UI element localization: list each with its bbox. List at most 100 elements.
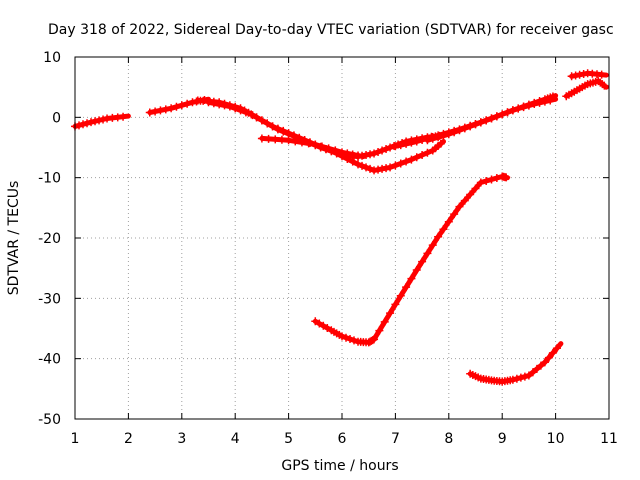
data-point — [418, 151, 427, 160]
data-point — [476, 178, 485, 187]
data-point — [436, 139, 445, 148]
data-point — [460, 124, 469, 133]
data-point — [99, 115, 108, 124]
data-point — [289, 131, 298, 140]
data-point — [423, 148, 432, 157]
y-tick-label: -50 — [38, 412, 61, 428]
data-point — [423, 136, 432, 145]
data-point — [579, 70, 588, 79]
data-point — [423, 249, 432, 258]
data-point — [412, 265, 421, 274]
data-point — [172, 102, 181, 111]
data-point — [252, 113, 261, 122]
x-tick-label: 3 — [177, 431, 186, 447]
data-point — [444, 130, 453, 139]
data-point — [167, 104, 176, 113]
data-point — [516, 373, 525, 382]
data-point — [378, 164, 387, 173]
data-point — [460, 196, 469, 205]
data-point — [220, 101, 229, 110]
data-point — [519, 103, 528, 112]
data-point — [348, 150, 357, 159]
data-point — [370, 149, 379, 158]
data-point — [482, 116, 491, 125]
data-point — [284, 136, 293, 145]
data-point — [257, 134, 266, 143]
data-point — [444, 217, 453, 226]
data-point — [317, 142, 326, 151]
data-point — [83, 119, 92, 128]
x-tick-label: 7 — [391, 431, 400, 447]
data-point — [263, 119, 272, 128]
data-point — [391, 142, 400, 151]
data-point — [402, 139, 411, 148]
data-point — [407, 155, 416, 164]
data-point — [386, 163, 395, 172]
data-point — [323, 324, 332, 333]
data-point — [343, 149, 352, 158]
data-point — [279, 126, 288, 135]
data-point — [524, 371, 533, 380]
data-point — [324, 144, 333, 153]
data-point — [257, 116, 266, 125]
data-point — [354, 160, 363, 169]
data-point — [548, 348, 557, 357]
data-point — [188, 98, 197, 107]
data-point — [386, 143, 395, 152]
data-point — [297, 138, 306, 147]
data-point — [75, 121, 84, 130]
data-point — [241, 108, 250, 117]
data-point — [264, 134, 273, 143]
data-point — [87, 118, 96, 127]
data-point — [498, 110, 507, 119]
data-point — [319, 321, 328, 330]
data-point — [209, 99, 218, 108]
data-point — [145, 108, 154, 117]
chart-title: Day 318 of 2022, Sidereal Day-to-day VTE… — [48, 22, 614, 38]
data-point — [407, 138, 416, 147]
data-point — [362, 163, 371, 172]
data-point — [370, 335, 379, 344]
data-point — [358, 161, 367, 170]
x-axis-label: GPS time / hours — [281, 458, 398, 474]
x-tick-label: 6 — [338, 431, 347, 447]
data-point — [380, 317, 389, 326]
data-point — [370, 166, 379, 175]
data-point — [482, 176, 491, 185]
data-point — [161, 105, 170, 114]
data-point — [528, 368, 537, 377]
data-point — [512, 374, 521, 383]
data-point — [450, 210, 459, 219]
data-point — [350, 336, 359, 345]
data-point — [119, 112, 128, 121]
y-tick-label: -40 — [38, 352, 61, 368]
data-point — [311, 317, 320, 326]
data-point — [508, 375, 517, 384]
data-point — [450, 128, 459, 137]
data-point — [502, 173, 511, 182]
data-point — [284, 129, 293, 138]
data-point — [348, 157, 357, 166]
data-point — [273, 124, 282, 133]
data-point — [520, 372, 529, 381]
data-point — [597, 70, 606, 79]
data-point — [382, 145, 391, 154]
data-point — [338, 148, 346, 157]
y-tick-label: 0 — [52, 110, 61, 126]
data-point — [247, 110, 256, 119]
data-point — [466, 190, 475, 199]
y-axis-ticks: -50 -40 -30 -20 -10 0 10 — [38, 50, 609, 428]
data-point — [396, 141, 405, 150]
data-point — [342, 333, 351, 342]
data-point — [455, 126, 464, 135]
data-point — [346, 335, 355, 344]
data-point — [514, 104, 523, 113]
data-point — [575, 70, 584, 79]
data-point — [215, 100, 224, 109]
data-point — [600, 81, 609, 90]
data-point — [552, 344, 561, 353]
x-tick-label: 9 — [498, 431, 507, 447]
data-point — [402, 283, 411, 292]
data-point — [567, 72, 576, 81]
